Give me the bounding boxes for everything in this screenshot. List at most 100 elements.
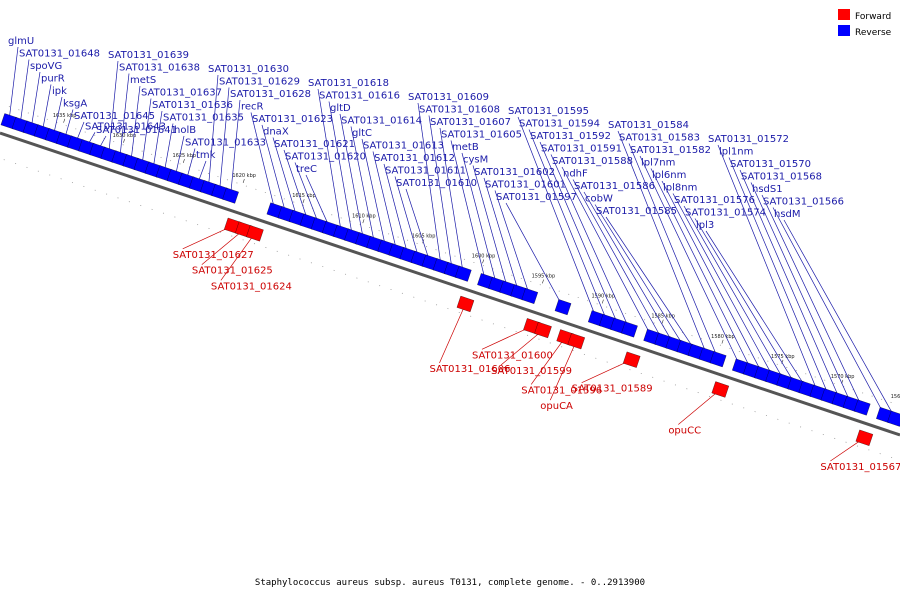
label-leader bbox=[672, 193, 774, 378]
label-leader bbox=[405, 188, 431, 263]
label-leader bbox=[219, 87, 230, 192]
label-leader bbox=[461, 152, 497, 285]
gene-label: SAT0131_01630 bbox=[208, 64, 289, 75]
label-leader bbox=[317, 88, 342, 233]
gene-label: metB bbox=[452, 142, 479, 153]
scale-tick-label: 1620 kbp bbox=[232, 173, 256, 179]
scale-tick: 1635 kbp bbox=[53, 113, 76, 123]
label-leader bbox=[439, 127, 464, 274]
gene-label: SAT0131_01605 bbox=[441, 130, 522, 141]
gene-label: SAT0131_01597 bbox=[496, 192, 577, 203]
gene-label: SAT0131_01625 bbox=[192, 266, 273, 277]
gene-sat0131-01567 bbox=[855, 429, 874, 446]
legend-reverse-swatch bbox=[838, 25, 850, 36]
gene-label: hsdS1 bbox=[752, 184, 783, 195]
gene-label: SAT0131_01645 bbox=[74, 111, 155, 122]
label-leader bbox=[494, 190, 531, 297]
gene-label: SAT0131_01614 bbox=[341, 116, 422, 127]
gene-label: cobW bbox=[585, 194, 613, 205]
map-caption: Staphylococcus aureus subsp. aureus T013… bbox=[254, 578, 646, 588]
label-leader bbox=[617, 130, 708, 356]
forward-track-line bbox=[0, 157, 893, 459]
label-leader bbox=[472, 165, 508, 289]
label-leader bbox=[528, 129, 608, 323]
label-leader bbox=[152, 110, 163, 170]
gene-sat0131-01583 bbox=[709, 351, 727, 368]
label-leader bbox=[428, 115, 453, 271]
gene-label: SAT0131_01612 bbox=[374, 153, 455, 164]
label-leader bbox=[683, 205, 785, 382]
label-leader bbox=[750, 182, 852, 404]
label-leader bbox=[783, 219, 896, 419]
label-leader bbox=[250, 112, 276, 211]
gene-hsds1 bbox=[853, 399, 871, 416]
gene-label: SAT0131_01584 bbox=[608, 120, 689, 131]
gene-label: SAT0131_01601 bbox=[485, 180, 566, 191]
scale-tick-label: 1565 kbp bbox=[891, 394, 900, 400]
scale-tick-label: 1590 kbp bbox=[591, 294, 615, 300]
gene-features bbox=[0, 113, 900, 446]
label-leader bbox=[772, 207, 885, 416]
label-leader bbox=[505, 202, 564, 308]
gene-label: SAT0131_01606 bbox=[429, 364, 510, 375]
scale-tick-label: 1625 kbp bbox=[173, 153, 197, 159]
gene-label: SAT0131_01638 bbox=[119, 63, 200, 74]
gene-label: SAT0131_01582 bbox=[630, 145, 711, 156]
label-leader bbox=[119, 73, 130, 159]
gene-label: ipk bbox=[52, 86, 67, 97]
scale-tick: 1610 kbp bbox=[352, 213, 376, 224]
gene-label: SAT0131_01620 bbox=[285, 152, 366, 163]
legend-forward-swatch bbox=[838, 9, 850, 20]
gene-label: SAT0131_01585 bbox=[596, 206, 677, 217]
label-leader bbox=[439, 303, 466, 364]
scale-tick-label: 1605 kbp bbox=[412, 233, 436, 239]
label-leader bbox=[705, 230, 808, 390]
gene-labels: glmUSAT0131_01648spoVGpurRipkksgASAT0131… bbox=[8, 36, 900, 473]
gene-label: SAT0131_01609 bbox=[408, 92, 489, 103]
label-leader bbox=[372, 151, 398, 252]
gene-label: SAT0131_01636 bbox=[152, 100, 233, 111]
gene-label: SAT0131_01618 bbox=[308, 78, 389, 89]
legend-forward-label: Forward bbox=[855, 12, 891, 22]
gene-label: SAT0131_01648 bbox=[19, 49, 100, 60]
gene-label: SAT0131_01567 bbox=[820, 462, 900, 473]
gene-label: spoVG bbox=[30, 61, 62, 72]
label-leader bbox=[52, 96, 63, 137]
label-leader bbox=[550, 154, 630, 330]
gene-sat0131-01589 bbox=[622, 351, 641, 368]
scale-tick: 1605 kbp bbox=[412, 233, 436, 244]
gene-sat0131-01607 bbox=[455, 265, 472, 282]
label-leader bbox=[272, 137, 298, 219]
gene-label: SAT0131_01600 bbox=[472, 350, 553, 361]
label-leader bbox=[450, 140, 486, 282]
label-leader bbox=[539, 141, 619, 326]
label-leader bbox=[294, 162, 320, 226]
gene-label: treC bbox=[296, 164, 317, 175]
label-leader bbox=[661, 180, 763, 375]
legend-reverse-label: Reverse bbox=[855, 28, 892, 38]
gene-label: SAT0131_01574 bbox=[685, 208, 766, 219]
gene-label: hsdM bbox=[774, 209, 801, 220]
gene-label: SAT0131_01592 bbox=[530, 131, 611, 142]
label-leader bbox=[517, 116, 597, 319]
label-leader bbox=[41, 84, 52, 133]
scale-tick: 1600 kbp bbox=[472, 253, 495, 264]
gene-label: opuCA bbox=[540, 401, 573, 412]
label-leader bbox=[328, 101, 353, 237]
label-leader bbox=[481, 325, 533, 350]
gene-label: lpl8nm bbox=[663, 183, 697, 194]
label-leader bbox=[30, 71, 41, 129]
label-leader bbox=[581, 359, 632, 384]
gene-label: tmk bbox=[196, 150, 216, 161]
scale-tick: 1625 kbp bbox=[173, 153, 197, 163]
gene-label: cysM bbox=[463, 155, 488, 166]
gene-sat0131-01597 bbox=[554, 299, 572, 316]
gene-label: lpl6nm bbox=[652, 170, 686, 181]
scale-tick: 1580 kbp bbox=[711, 334, 735, 344]
gene-label: SAT0131_01627 bbox=[173, 250, 254, 261]
gene-label: lpl3 bbox=[696, 220, 714, 231]
gene-label: SAT0131_01616 bbox=[319, 91, 400, 102]
gene-label: glmU bbox=[8, 36, 34, 47]
label-leader bbox=[417, 102, 442, 267]
